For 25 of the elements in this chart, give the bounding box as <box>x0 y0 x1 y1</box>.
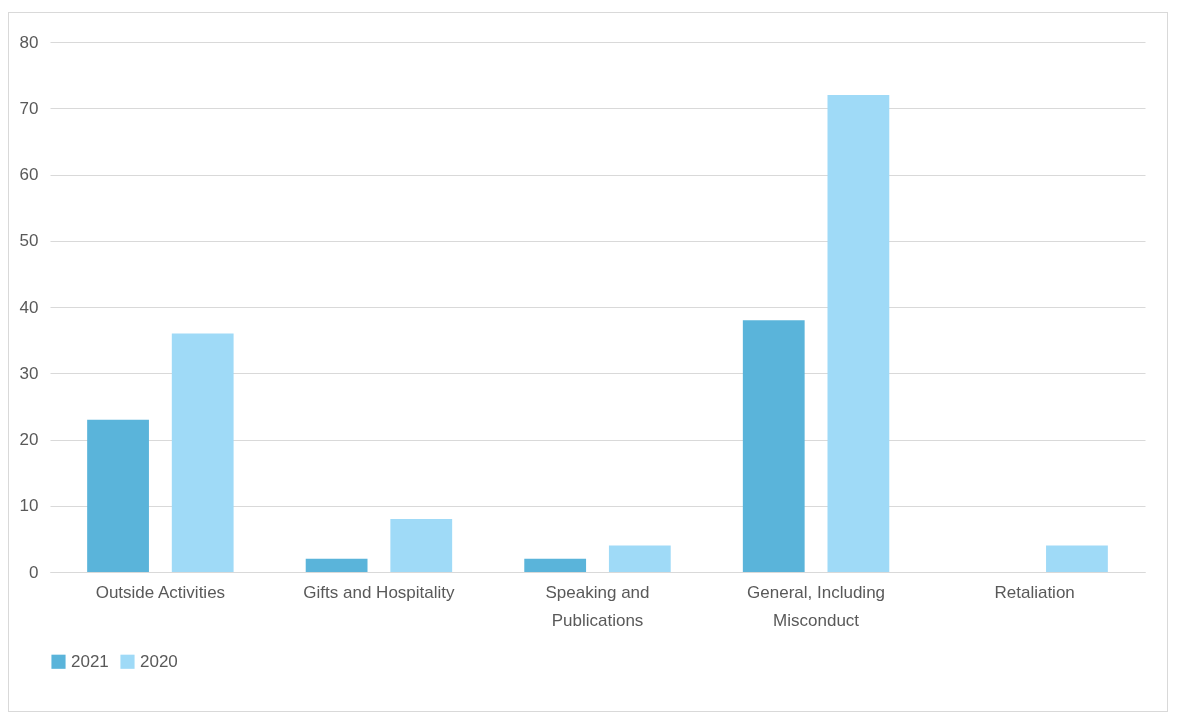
y-tick-label: 50 <box>19 231 39 251</box>
bar <box>524 558 587 572</box>
bar <box>171 333 234 572</box>
y-tick-label: 80 <box>19 32 39 52</box>
bar <box>87 419 149 572</box>
x-tick-label: General, Including Misconduct <box>747 582 886 630</box>
x-tick-label: Gifts and Hospitality <box>303 582 456 602</box>
y-tick-label: 60 <box>19 165 39 184</box>
y-tick-label: 0 <box>29 562 39 582</box>
bar <box>1046 545 1108 572</box>
y-tick-label: 20 <box>19 430 39 449</box>
bar <box>608 545 671 572</box>
x-tick-label: Retaliation <box>994 582 1075 602</box>
bar <box>742 320 805 572</box>
y-tick-label: 10 <box>19 496 39 516</box>
legend-label: 2021 <box>71 651 109 671</box>
y-tick-label: 70 <box>19 98 39 118</box>
legend-label: 2020 <box>140 651 178 671</box>
y-tick-label: 40 <box>19 297 39 317</box>
x-tick-label: Speaking and Publications <box>545 582 650 630</box>
bar <box>305 558 368 572</box>
bar <box>390 519 453 572</box>
y-tick-label: 30 <box>19 363 39 383</box>
bar <box>827 95 890 572</box>
x-tick-label: Outside Activities <box>95 582 226 602</box>
